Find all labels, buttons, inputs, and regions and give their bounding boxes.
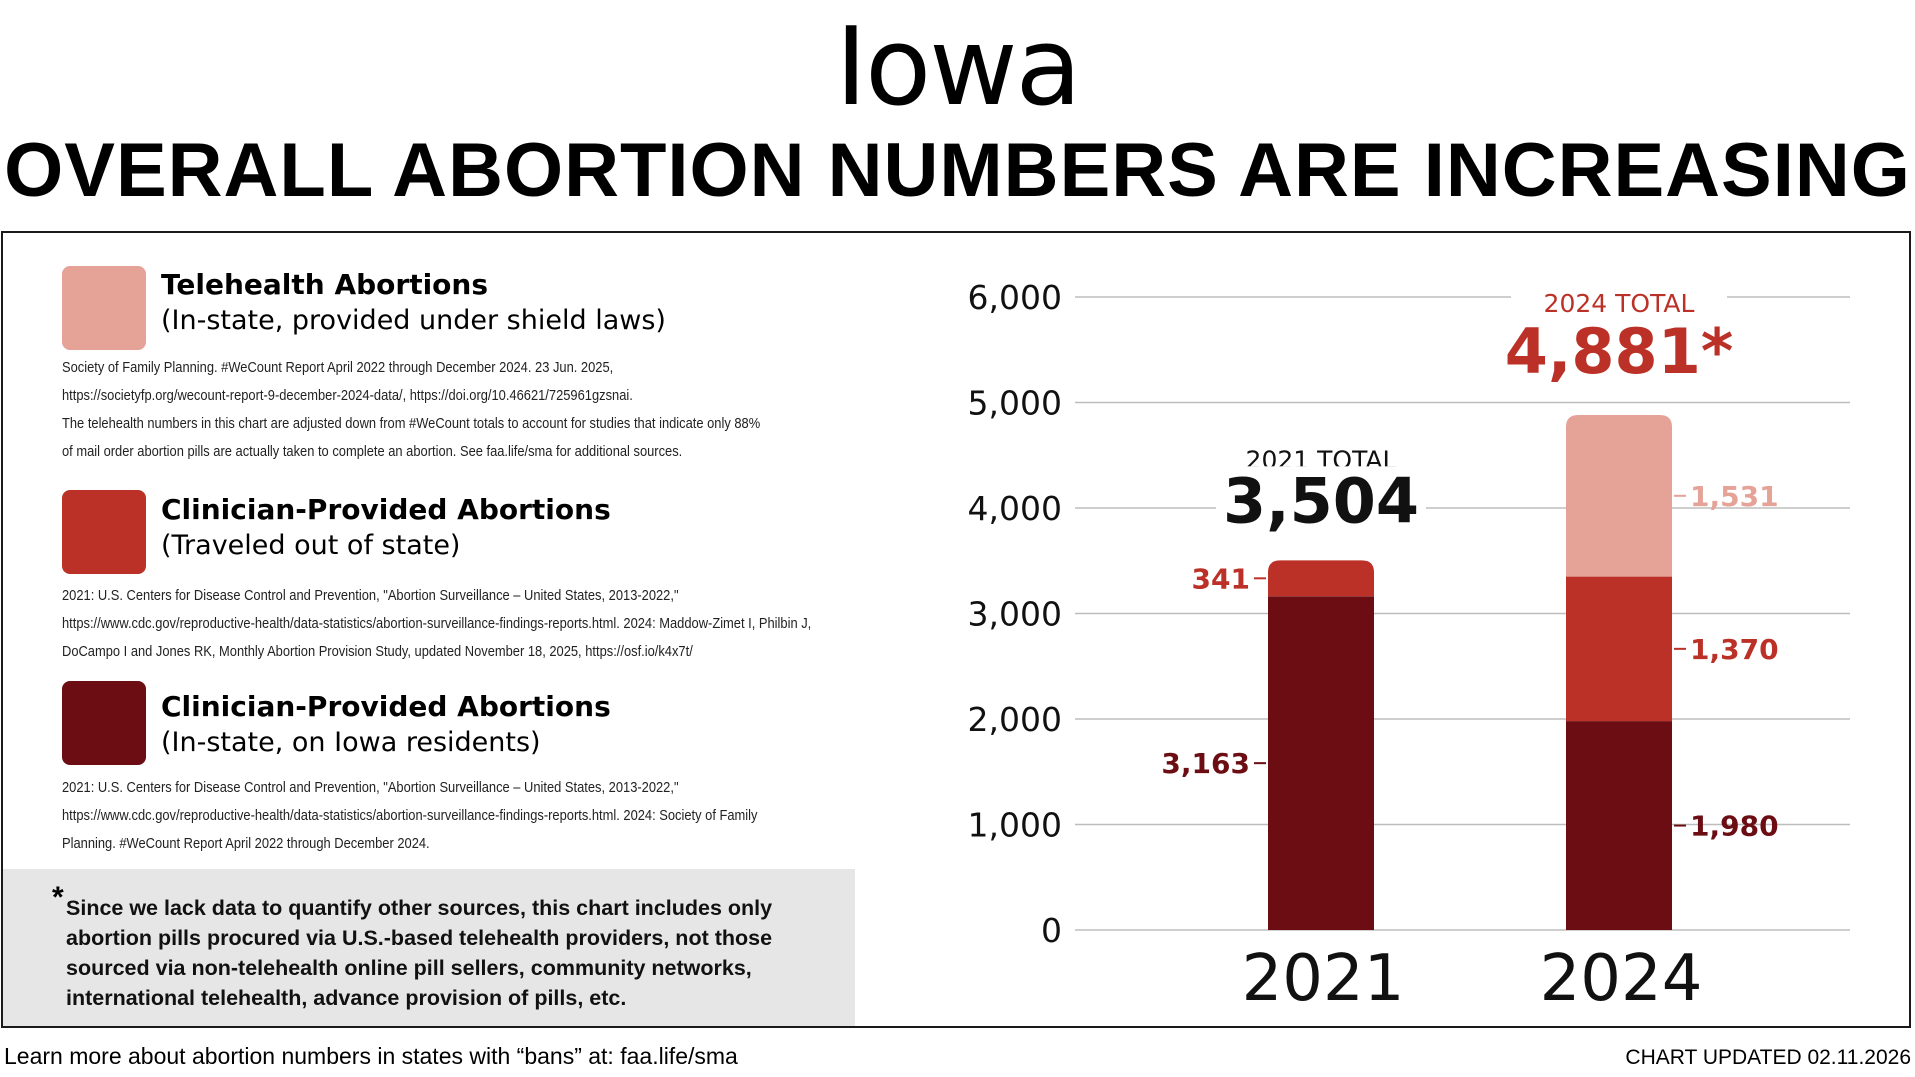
legend-subtitle-out-of-state: (Traveled out of state) <box>161 530 461 561</box>
page-subtitle: OVERALL ABORTION NUMBERS ARE INCREASING <box>4 128 1911 213</box>
source-line: The telehealth numbers in this chart are… <box>62 415 761 432</box>
source-line: 2021: U.S. Centers for Disease Control a… <box>62 779 679 796</box>
chart-frame <box>1 231 1911 1028</box>
total-value-bg <box>1514 317 1724 380</box>
legend-subtitle-telehealth: (In-state, provided under shield laws) <box>161 305 666 336</box>
bar-value-label: 1,980 <box>1690 810 1779 843</box>
legend-subtitle-in-state: (In-state, on Iowa residents) <box>161 727 541 758</box>
bar-segment <box>1566 721 1672 930</box>
bar-segment <box>1268 560 1374 597</box>
footer-updated: CHART UPDATED 02.11.2026 <box>1625 1046 1911 1069</box>
bar-segment <box>1268 596 1374 930</box>
footnote-asterisk: * <box>52 881 64 914</box>
source-line: 2021: U.S. Centers for Disease Control a… <box>62 587 679 604</box>
y-tick-label: 2,000 <box>968 700 1062 739</box>
y-tick-label: 6,000 <box>968 278 1062 317</box>
total-value: 3,504 <box>1223 464 1419 537</box>
legend-source-out-of-state: 2021: U.S. Centers for Disease Control a… <box>62 582 812 666</box>
page-title: Iowa <box>835 5 1081 130</box>
legend-swatch-telehealth <box>62 266 146 350</box>
source-line: Society of Family Planning. #WeCount Rep… <box>62 359 614 376</box>
legend-source-telehealth: Society of Family Planning. #WeCount Rep… <box>62 354 761 466</box>
y-tick-label: 4,000 <box>968 489 1062 528</box>
source-line: https://societyfp.org/wecount-report-9-d… <box>62 387 633 404</box>
footnote-box <box>3 869 855 1026</box>
source-line: of mail order abortion pills are actuall… <box>62 443 683 460</box>
bar-value-label: 1,370 <box>1690 633 1779 666</box>
total-value-bg <box>1216 466 1426 529</box>
bar-value-label: 341 <box>1192 562 1250 595</box>
legend-title-telehealth: Telehealth Abortions <box>161 268 489 301</box>
source-line: https://www.cdc.gov/reproductive-health/… <box>62 615 812 632</box>
legend-swatch-in-state <box>62 681 146 765</box>
y-tick-label: 5,000 <box>968 384 1062 423</box>
legend-title-out-of-state: Clinician-Provided Abortions <box>161 493 611 526</box>
total-caption: 2024 TOTAL <box>1544 289 1695 318</box>
bar-segment <box>1566 576 1672 722</box>
total-caption-bg <box>1511 282 1727 319</box>
bar-segment <box>1566 415 1672 577</box>
source-line: Planning. #WeCount Report April 2022 thr… <box>62 835 430 852</box>
y-tick-label: 1,000 <box>968 806 1062 845</box>
y-tick-label: 3,000 <box>968 595 1062 634</box>
bar-value-label: 1,531 <box>1690 480 1779 513</box>
legend-swatch-out-of-state <box>62 490 146 574</box>
total-value: 4,881* <box>1505 315 1734 388</box>
legend-source-in-state: 2021: U.S. Centers for Disease Control a… <box>62 774 758 858</box>
footnote-text: Since we lack data to quantify other sou… <box>66 896 773 1010</box>
legend-title-in-state: Clinician-Provided Abortions <box>161 690 611 723</box>
x-category-label: 2024 <box>1540 942 1703 1016</box>
source-line: https://www.cdc.gov/reproductive-health/… <box>62 807 758 824</box>
source-line: DoCampo I and Jones RK, Monthly Abortion… <box>62 643 693 660</box>
y-tick-label: 0 <box>1041 911 1062 950</box>
footer-learn-more: Learn more about abortion numbers in sta… <box>4 1043 738 1069</box>
bar-value-label: 3,163 <box>1161 747 1250 780</box>
x-category-label: 2021 <box>1242 942 1405 1016</box>
